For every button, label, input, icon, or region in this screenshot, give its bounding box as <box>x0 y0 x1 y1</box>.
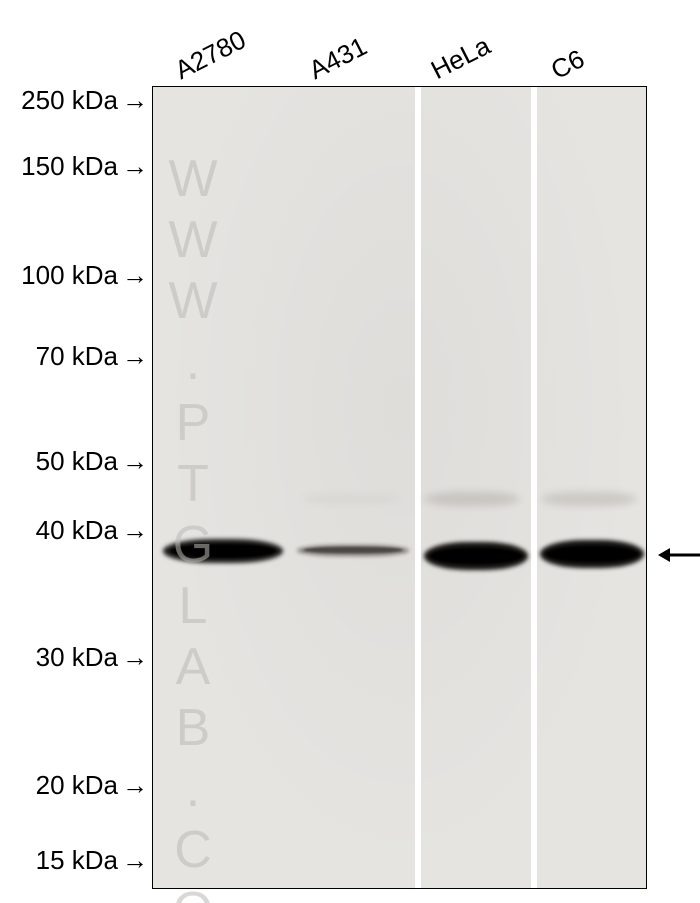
faint-band <box>541 492 637 506</box>
band-core <box>304 547 403 553</box>
marker-arrow-icon: → <box>122 845 148 875</box>
blot-area <box>152 86 647 889</box>
marker-arrow-icon: → <box>122 85 148 115</box>
result-arrow-icon <box>658 545 700 565</box>
faint-band <box>424 492 520 506</box>
lane-label: A431 <box>304 31 372 86</box>
marker-arrow-icon: → <box>122 341 148 371</box>
marker-label: 15 kDa→ <box>36 845 148 876</box>
lane-label: C6 <box>546 43 590 86</box>
marker-label: 30 kDa→ <box>36 642 148 673</box>
marker-label: 50 kDa→ <box>36 446 148 477</box>
lane-shading <box>153 87 646 888</box>
band-core <box>170 544 276 557</box>
lane-label: HeLa <box>426 30 495 86</box>
marker-label: 20 kDa→ <box>36 770 148 801</box>
marker-arrow-icon: → <box>122 446 148 476</box>
marker-label: 70 kDa→ <box>36 341 148 372</box>
western-blot-container: WWW.PTGLAB.COM A2780A431HeLaC6250 kDa→15… <box>0 0 700 903</box>
marker-arrow-icon: → <box>122 515 148 545</box>
faint-band <box>301 494 401 504</box>
marker-label: 100 kDa→ <box>21 260 148 291</box>
marker-arrow-icon: → <box>122 642 148 672</box>
marker-arrow-icon: → <box>122 151 148 181</box>
marker-label: 40 kDa→ <box>36 515 148 546</box>
marker-arrow-icon: → <box>122 770 148 800</box>
band-core <box>546 546 638 561</box>
marker-arrow-icon: → <box>122 260 148 290</box>
lane-separator <box>531 87 537 888</box>
band-core <box>430 548 522 563</box>
marker-label: 150 kDa→ <box>21 151 148 182</box>
marker-label: 250 kDa→ <box>21 85 148 116</box>
lane-separator <box>415 87 421 888</box>
lane-label: A2780 <box>170 24 251 86</box>
